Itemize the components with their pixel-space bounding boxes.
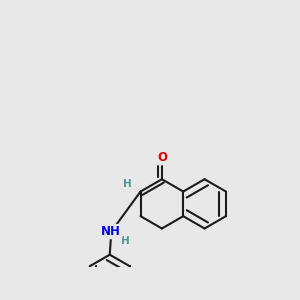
Text: H: H: [121, 236, 130, 246]
Text: NH: NH: [101, 225, 121, 238]
Text: H: H: [123, 179, 132, 189]
Text: O: O: [157, 151, 167, 164]
